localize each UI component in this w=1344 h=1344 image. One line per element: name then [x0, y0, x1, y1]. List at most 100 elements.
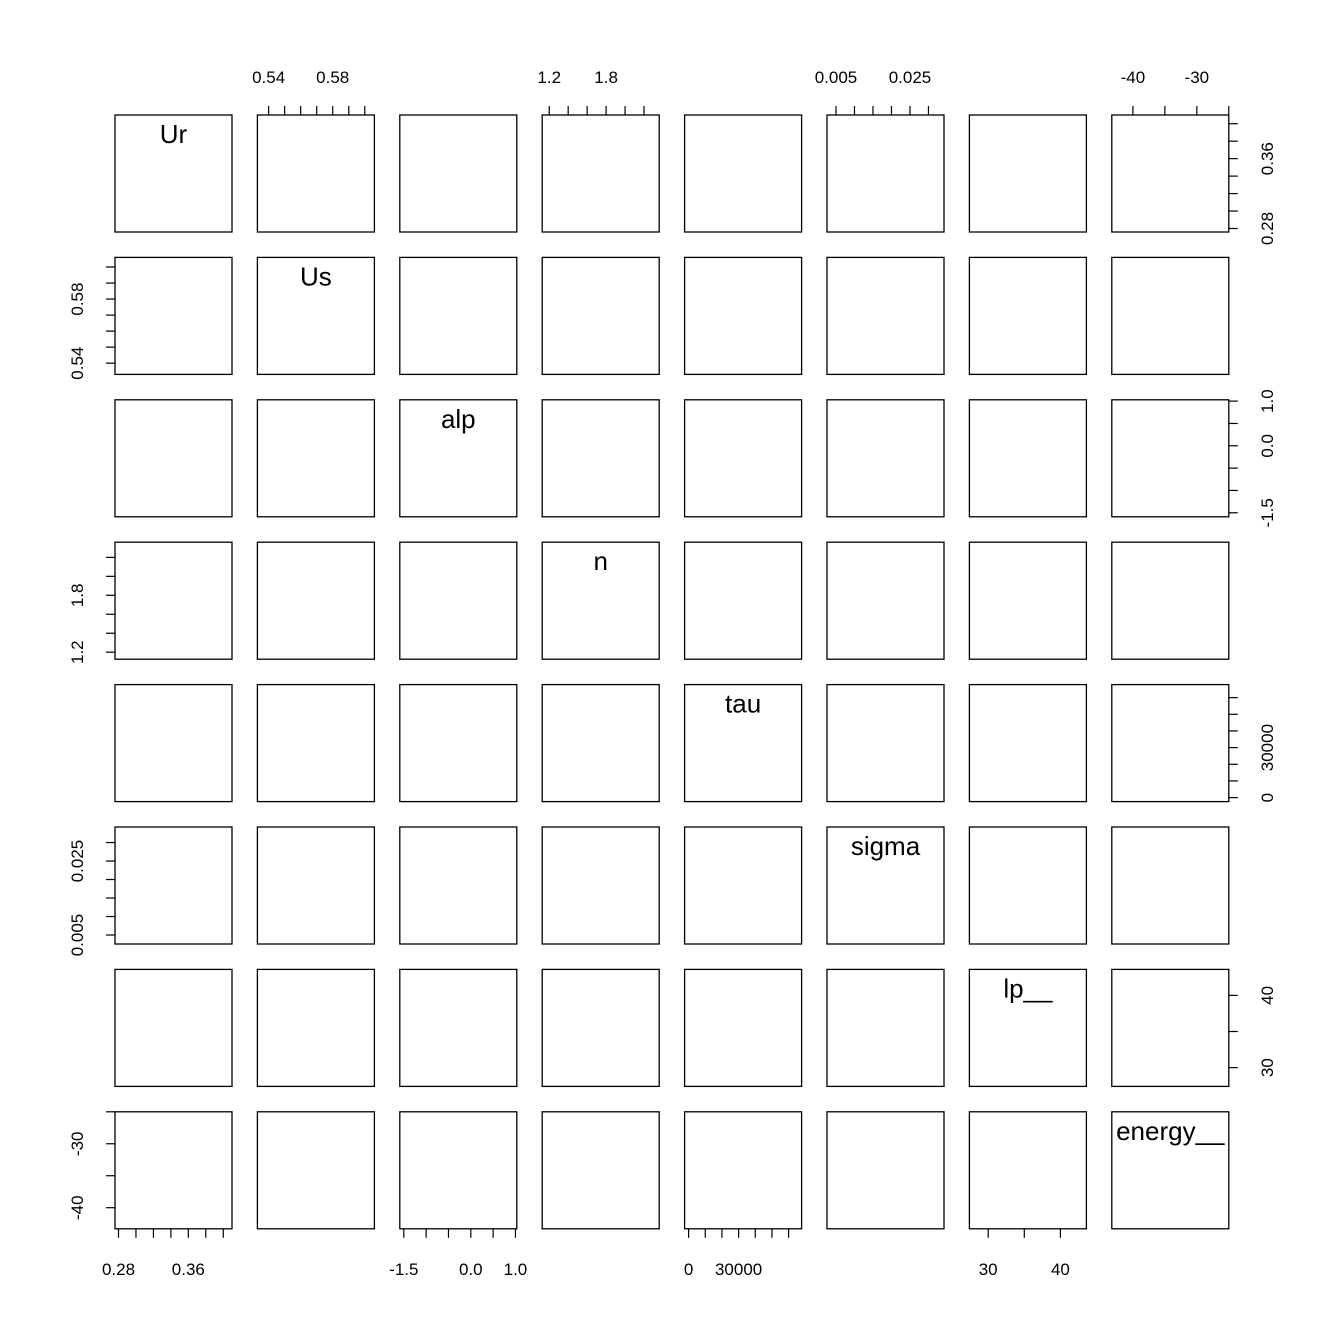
x-tick-label: -30: [1185, 68, 1210, 87]
y-tick-label: 1.2: [68, 640, 87, 664]
y-tick-label: 0.28: [1258, 212, 1277, 245]
panel-frame: [968, 1111, 1088, 1230]
panel-frame: [683, 399, 803, 518]
y-tick-label: 0.0: [1258, 434, 1277, 458]
panel-frame: [114, 683, 233, 803]
panel-frame: [114, 399, 233, 518]
panel-frame: [968, 256, 1088, 376]
panel-frame: [541, 826, 660, 945]
panel-frame: [1111, 399, 1230, 518]
panel-frame: [968, 399, 1088, 518]
x-tick-label: -1.5: [389, 1260, 418, 1279]
panel-frame: [399, 256, 518, 376]
panel-frame: [256, 683, 376, 803]
panel-frame: [256, 256, 376, 376]
panel-frame: [114, 541, 233, 660]
panel-frame: [1111, 826, 1230, 945]
panel-frame: [399, 541, 518, 660]
y-tick-label: 30000: [1258, 724, 1277, 771]
panel-frame: [1111, 256, 1230, 376]
panel-frame: [1111, 114, 1230, 233]
panel-frame: [683, 683, 803, 803]
x-tick-label: 0.0: [459, 1260, 483, 1279]
x-tick-label: -40: [1121, 68, 1146, 87]
variable-label: Ur: [160, 119, 188, 149]
panel-frame: [1111, 968, 1230, 1088]
panel-frame: [114, 826, 233, 945]
y-tick-label: 0.54: [68, 347, 87, 380]
y-tick-label: 1.0: [1258, 389, 1277, 413]
panel-frame: [114, 114, 233, 233]
panel-frame: [256, 968, 376, 1088]
variable-label: n: [593, 546, 607, 576]
panel-frame: [968, 826, 1088, 945]
panel-frame: [968, 541, 1088, 660]
variable-label: tau: [725, 689, 761, 719]
x-tick-label: 0: [684, 1260, 693, 1279]
panel-frame: [541, 399, 660, 518]
panel-frame: [114, 1111, 233, 1230]
panel-frame: [256, 399, 376, 518]
x-tick-label: 0.28: [102, 1260, 135, 1279]
panel-frame: [683, 968, 803, 1088]
panel-frame: [826, 1111, 945, 1230]
y-tick-label: 0.36: [1258, 142, 1277, 175]
variable-label: sigma: [851, 831, 921, 861]
panel-frame: [256, 541, 376, 660]
y-tick-label: -1.5: [1258, 498, 1277, 527]
panel-frame: [826, 114, 945, 233]
y-tick-label: 1.8: [68, 583, 87, 607]
panel-frame: [399, 683, 518, 803]
panel-frame: [399, 1111, 518, 1230]
panel-frame: [683, 1111, 803, 1230]
panel-frame: [1111, 1111, 1230, 1230]
panel-frame: [114, 256, 233, 376]
y-tick-label: -40: [68, 1195, 87, 1220]
x-tick-label: 0.36: [172, 1260, 205, 1279]
y-tick-label: 0: [1258, 793, 1277, 802]
panel-frame: [968, 114, 1088, 233]
panel-frame: [826, 541, 945, 660]
panel-frame: [399, 968, 518, 1088]
panel-frame: [399, 114, 518, 233]
variable-label: lp__: [1003, 973, 1053, 1003]
panel-frame: [256, 826, 376, 945]
panel-frame: [826, 399, 945, 518]
y-tick-label: 0.58: [68, 283, 87, 316]
y-tick-label: -30: [68, 1131, 87, 1156]
x-tick-label: 0.58: [316, 68, 349, 87]
panel-frame: [399, 826, 518, 945]
panel-frame: [683, 256, 803, 376]
panel-frame: [826, 256, 945, 376]
variable-label: alp: [441, 404, 476, 434]
panel-frame: [826, 683, 945, 803]
panel-frame: [541, 256, 660, 376]
panel-frame: [683, 541, 803, 660]
y-tick-label: 40: [1258, 986, 1277, 1005]
panel-frame: [541, 968, 660, 1088]
y-tick-label: 30: [1258, 1058, 1277, 1077]
x-tick-label: 1.2: [537, 68, 561, 87]
y-tick-label: 0.025: [68, 840, 87, 883]
x-tick-label: 0.025: [889, 68, 932, 87]
panel-frame: [541, 541, 660, 660]
x-tick-label: 30: [979, 1260, 998, 1279]
panel-frame: [683, 826, 803, 945]
panel-frame: [256, 1111, 376, 1230]
x-tick-label: 40: [1051, 1260, 1070, 1279]
panel-frame: [256, 114, 376, 233]
panel-frame: [541, 683, 660, 803]
panel-frame: [541, 114, 660, 233]
panel-frame: [1111, 541, 1230, 660]
panel-frame: [826, 968, 945, 1088]
panel-frame: [826, 826, 945, 945]
panel-frame: [399, 399, 518, 518]
panel-frame: [968, 968, 1088, 1088]
x-tick-label: 0.005: [815, 68, 858, 87]
panel-frame: [968, 683, 1088, 803]
panel-frame: [541, 1111, 660, 1230]
y-tick-label: 0.005: [68, 914, 87, 957]
x-tick-label: 0.54: [252, 68, 285, 87]
panel-frame: [1111, 683, 1230, 803]
